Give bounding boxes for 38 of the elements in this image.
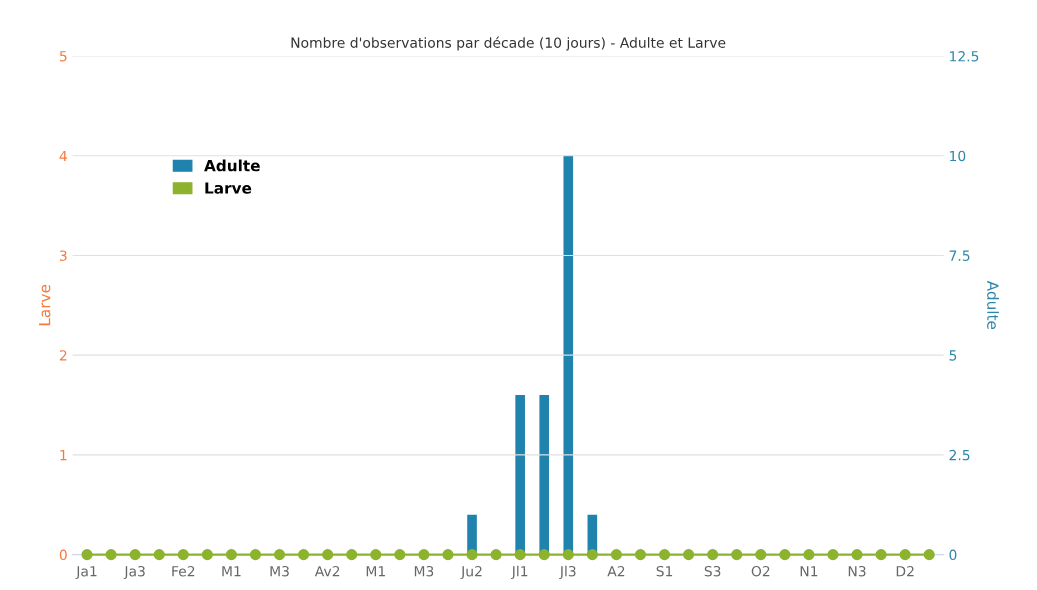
- x-tick-label: Ju2: [460, 565, 482, 580]
- x-tick-label: M3: [270, 565, 289, 577]
- y2-tick-label: 7.5: [949, 250, 970, 261]
- x-tick-label: O2: [751, 565, 770, 577]
- x-tick-label: Jl3: [559, 565, 576, 580]
- y-tick-label: 2: [59, 350, 67, 361]
- legend-label: Adulte: [204, 159, 260, 172]
- y-tick-label: 3: [59, 250, 67, 261]
- x-tick-label: S1: [656, 565, 673, 577]
- y-tick-label: 1: [60, 450, 67, 461]
- x-tick-label: S3: [704, 565, 721, 577]
- y-axis-title: Larve: [39, 284, 51, 326]
- y2-tick-label: 5: [949, 350, 957, 361]
- chart-title: Nombre d'observations par décade (10 jours) - Adulte et Larve: [291, 36, 726, 51]
- bar: [539, 395, 550, 555]
- x-tick-label: M1: [366, 566, 385, 577]
- bar: [563, 155, 574, 555]
- y2-axis-title: Adulte: [987, 280, 999, 330]
- y-tick-label: 5: [59, 51, 67, 62]
- y2-tick-label: 0: [949, 549, 957, 561]
- y2-tick-label: 2.5: [949, 449, 970, 461]
- x-tick-label: Jl1: [511, 565, 528, 580]
- x-tick-label: D2: [896, 565, 914, 577]
- x-tick-label: M1: [222, 566, 241, 577]
- x-tick-label: Ja3: [123, 565, 145, 580]
- x-tick-label: Av2: [314, 565, 340, 577]
- x-tick-label: N1: [800, 566, 818, 577]
- bar: [515, 395, 525, 555]
- x-tick-label: N3: [848, 565, 866, 577]
- x-tick-label: Fe2: [172, 565, 195, 577]
- x-tick-label: M3: [414, 565, 434, 577]
- legend-label: Larve: [205, 182, 252, 194]
- x-tick-label: Ja1: [75, 566, 97, 580]
- y-tick-label: 0: [59, 549, 67, 561]
- y2-tick-label: 12.5: [950, 51, 979, 62]
- y-tick-label: 4: [59, 150, 67, 162]
- x-tick-label: A2: [607, 565, 625, 577]
- y2-tick-label: 10: [950, 150, 966, 162]
